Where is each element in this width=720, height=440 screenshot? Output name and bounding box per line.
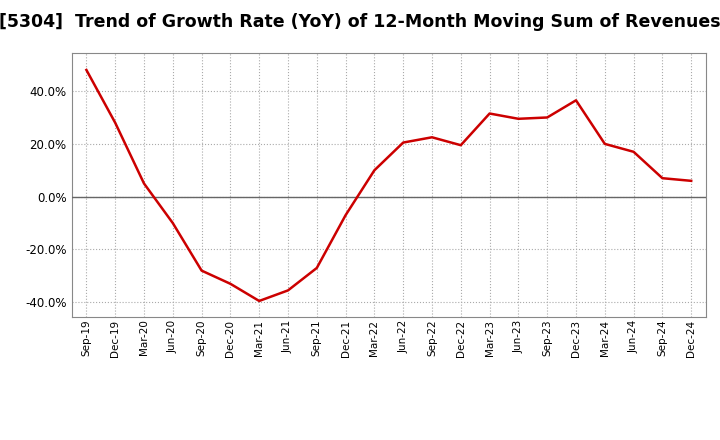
Text: [5304]  Trend of Growth Rate (YoY) of 12-Month Moving Sum of Revenues: [5304] Trend of Growth Rate (YoY) of 12-… [0,13,720,31]
